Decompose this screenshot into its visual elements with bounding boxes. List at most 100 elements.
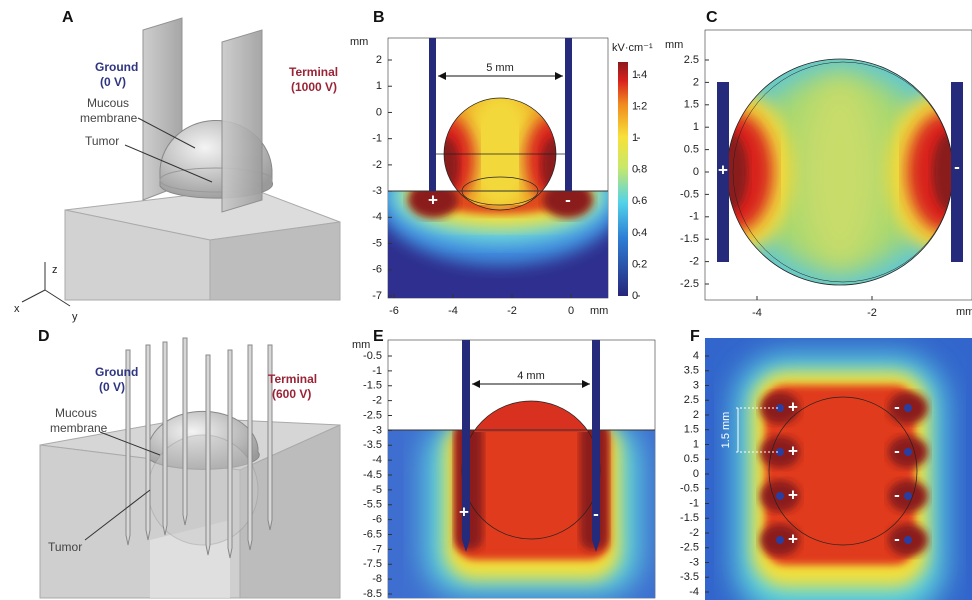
axis-unit: mm bbox=[350, 36, 368, 48]
ground-voltage: (0 V) bbox=[100, 75, 126, 89]
y-tick-label: -1.5 bbox=[363, 380, 382, 392]
y-tick-label: -0.5 bbox=[680, 188, 699, 200]
spacing-label: 1.5 mm bbox=[720, 412, 732, 449]
y-tick-label: 2 bbox=[376, 54, 382, 66]
y-tick-label: -3 bbox=[689, 556, 699, 568]
y-tick-label: -2 bbox=[689, 256, 699, 268]
panel-letter: F bbox=[690, 328, 700, 345]
electrode bbox=[776, 448, 784, 456]
panel-letter: E bbox=[373, 328, 384, 345]
y-tick-label: -1 bbox=[689, 497, 699, 509]
x-tick-label: 0 bbox=[568, 305, 574, 317]
panel-b-field bbox=[387, 37, 628, 299]
panel-letter: B bbox=[373, 9, 385, 26]
y-tick-label: 1.5 bbox=[684, 424, 699, 436]
y-tick-label: 0.5 bbox=[684, 453, 699, 465]
needle bbox=[267, 344, 273, 531]
electrode bbox=[904, 448, 912, 456]
plus-sign: + bbox=[788, 441, 798, 460]
axis-label: z bbox=[52, 264, 58, 276]
ground-label: Ground bbox=[95, 365, 138, 379]
needle bbox=[205, 354, 211, 556]
y-tick-label: -3.5 bbox=[363, 439, 382, 451]
y-tick-label: -4 bbox=[372, 454, 382, 466]
y-tick-label: -1 bbox=[689, 211, 699, 223]
minus-sign: - bbox=[565, 190, 571, 209]
terminal-label: Terminal bbox=[268, 372, 317, 386]
panel-letter: D bbox=[38, 328, 50, 345]
plus-sign: + bbox=[788, 485, 798, 504]
y-tick-label: -4 bbox=[689, 586, 699, 598]
terminal-voltage: (1000 V) bbox=[291, 80, 337, 94]
y-tick-label: -2.5 bbox=[363, 409, 382, 421]
panel-f-field bbox=[705, 338, 972, 600]
panel-a-scene bbox=[21, 17, 341, 307]
axis-label: y bbox=[72, 311, 78, 323]
needle bbox=[227, 349, 233, 559]
x-tick-label: -4 bbox=[752, 307, 762, 319]
y-tick-label: 0.5 bbox=[684, 144, 699, 156]
panel-letter: A bbox=[62, 9, 74, 26]
y-tick-label: -2 bbox=[372, 159, 382, 171]
x-tick-label: -6 bbox=[389, 305, 399, 317]
minus-sign: - bbox=[894, 441, 900, 460]
y-tick-label: -6.5 bbox=[363, 528, 382, 540]
electrode bbox=[776, 404, 784, 412]
y-tick-label: -2 bbox=[372, 395, 382, 407]
y-tick-label: -1.5 bbox=[680, 512, 699, 524]
y-tick-label: -0.5 bbox=[363, 350, 382, 362]
y-tick-label: -5.5 bbox=[363, 499, 382, 511]
x-tick-label: -4 bbox=[448, 305, 458, 317]
y-tick-label: -1 bbox=[372, 133, 382, 145]
y-tick-label: -8 bbox=[372, 573, 382, 585]
y-tick-label: 2 bbox=[693, 76, 699, 88]
y-tick-label: -1.5 bbox=[680, 233, 699, 245]
ground-label: Ground bbox=[95, 60, 138, 74]
y-tick-label: 4 bbox=[693, 350, 699, 362]
membrane-label: membrane bbox=[80, 111, 138, 125]
needle bbox=[247, 344, 253, 551]
plus-sign: + bbox=[428, 190, 438, 209]
axis-unit: mm bbox=[352, 339, 370, 351]
x-tick-label: -2 bbox=[507, 305, 517, 317]
y-tick-label: 1 bbox=[632, 132, 638, 144]
y-tick-label: -7 bbox=[372, 543, 382, 555]
y-tick-label: 1 bbox=[376, 80, 382, 92]
tumor-label: Tumor bbox=[85, 134, 119, 148]
panel-d-scene bbox=[39, 337, 341, 599]
y-tick-label: 0 bbox=[376, 106, 382, 118]
membrane-label: membrane bbox=[50, 421, 108, 435]
panel-c-field bbox=[704, 29, 972, 301]
y-tick-label: -7.5 bbox=[363, 558, 382, 570]
axis-label: x bbox=[14, 303, 20, 315]
y-tick-label: -2.5 bbox=[680, 278, 699, 290]
needle bbox=[145, 344, 151, 541]
y-tick-label: -6 bbox=[372, 514, 382, 526]
y-tick-label: -3 bbox=[372, 185, 382, 197]
electrode bbox=[904, 536, 912, 544]
y-tick-label: -7 bbox=[372, 290, 382, 302]
y-tick-label: -3.5 bbox=[680, 571, 699, 583]
y-tick-label: 0 bbox=[693, 468, 699, 480]
x-tick-label: -2 bbox=[867, 307, 877, 319]
y-tick-label: -4 bbox=[372, 211, 382, 223]
y-tick-label: 0 bbox=[693, 166, 699, 178]
y-tick-label: -2.5 bbox=[680, 542, 699, 554]
needle bbox=[182, 337, 188, 526]
membrane-label: Mucous bbox=[55, 406, 97, 420]
plus-sign: + bbox=[788, 529, 798, 548]
colorbar-unit: kV·cm⁻¹ bbox=[612, 42, 653, 54]
plus-sign: + bbox=[788, 397, 798, 416]
electrode bbox=[776, 492, 784, 500]
y-tick-label: 1 bbox=[693, 121, 699, 133]
y-tick-label: -6 bbox=[372, 264, 382, 276]
membrane-label: Mucous bbox=[87, 96, 129, 110]
axis-unit: mm bbox=[590, 305, 608, 317]
y-tick-label: -4.5 bbox=[363, 469, 382, 481]
panel-letter: C bbox=[706, 9, 718, 26]
y-tick-label: 3 bbox=[693, 379, 699, 391]
y-tick-label: 2.5 bbox=[684, 54, 699, 66]
y-tick-label: 1.5 bbox=[684, 99, 699, 111]
panel-e-field bbox=[387, 339, 656, 599]
